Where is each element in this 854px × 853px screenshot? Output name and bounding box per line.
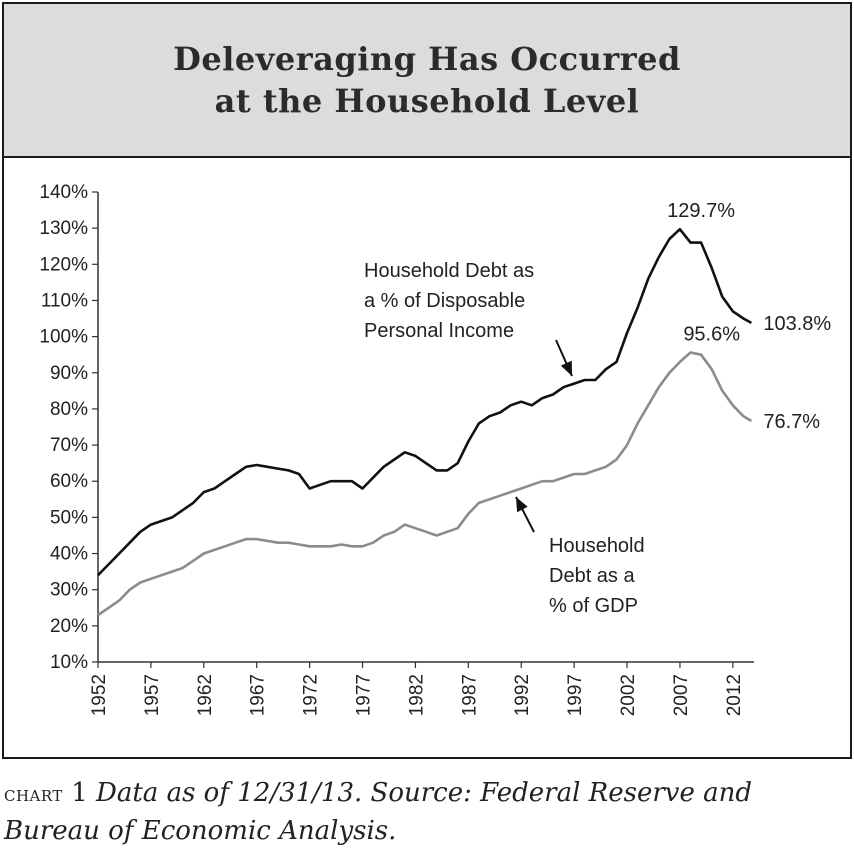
y-tick-label: 80% [50, 399, 88, 420]
x-tick-label: 1962 [195, 674, 216, 716]
caption-label: chart [4, 782, 63, 807]
y-tick-label: 140% [39, 182, 88, 203]
chart-title: Deleveraging Has Occurred at the Househo… [173, 38, 681, 122]
y-tick-label: 20% [50, 616, 88, 637]
x-tick-label: 2012 [724, 674, 745, 716]
x-tick-label: 1982 [406, 674, 427, 716]
y-tick-label: 40% [50, 544, 88, 565]
title-band: Deleveraging Has Occurred at the Househo… [4, 4, 850, 158]
value-annotation: 76.7% [763, 411, 820, 433]
y-tick-label: 50% [50, 507, 88, 528]
gdp-series-line [97, 351, 753, 617]
x-tick-label: 1997 [565, 674, 586, 716]
x-tick-label: 1987 [459, 674, 480, 716]
income-series-line [97, 227, 753, 577]
income-label-arrow-head [560, 360, 572, 376]
series-label: Household [549, 535, 645, 557]
series-label: a % of Disposable [364, 290, 525, 312]
chart-title-line-1: Deleveraging Has Occurred [173, 40, 681, 78]
x-tick-label: 2002 [618, 674, 639, 716]
y-tick-label: 60% [50, 471, 88, 492]
caption-number: 1 [71, 778, 88, 808]
y-tick-label: 120% [39, 254, 88, 275]
x-tick-label: 1992 [512, 674, 533, 716]
y-tick-label: 110% [41, 290, 88, 311]
y-tick-label: 10% [50, 652, 88, 673]
chart-title-line-2: at the Household Level [214, 82, 640, 120]
value-annotation: 103.8% [763, 313, 831, 335]
x-tick-label: 1952 [89, 674, 110, 716]
chart-caption: chart 1 Data as of 12/31/13. Source: Fed… [4, 775, 849, 849]
line-chart: 10% 20% 30% 40% 50% 60% 70% 80% 90% 100% 110% 120% 1… [39, 182, 831, 716]
value-annotation: 95.6% [683, 324, 740, 346]
chart-frame: Deleveraging Has Occurred at the Househo… [2, 2, 852, 759]
x-tick-label: 1972 [301, 674, 322, 716]
series-label: Debt as a [549, 565, 635, 587]
y-tick-label: 90% [50, 363, 88, 384]
x-tick-label: 1977 [354, 674, 375, 716]
gdp-label-arrow-head [516, 497, 528, 513]
x-tick-label: 2007 [671, 674, 692, 716]
x-tick-label: 1957 [142, 674, 163, 716]
series-label: Personal Income [364, 320, 514, 342]
y-tick-label: 70% [50, 435, 88, 456]
value-annotation: 129.7% [667, 200, 735, 222]
series-label: % of GDP [549, 595, 638, 617]
x-tick-label: 1967 [248, 674, 269, 716]
y-tick-label: 130% [39, 218, 88, 239]
caption-text: Data as of 12/31/13. Source: Federal Res… [4, 778, 753, 846]
y-tick-label: 100% [39, 327, 88, 348]
y-tick-label: 30% [50, 580, 88, 601]
series-label: Household Debt as [364, 260, 534, 282]
